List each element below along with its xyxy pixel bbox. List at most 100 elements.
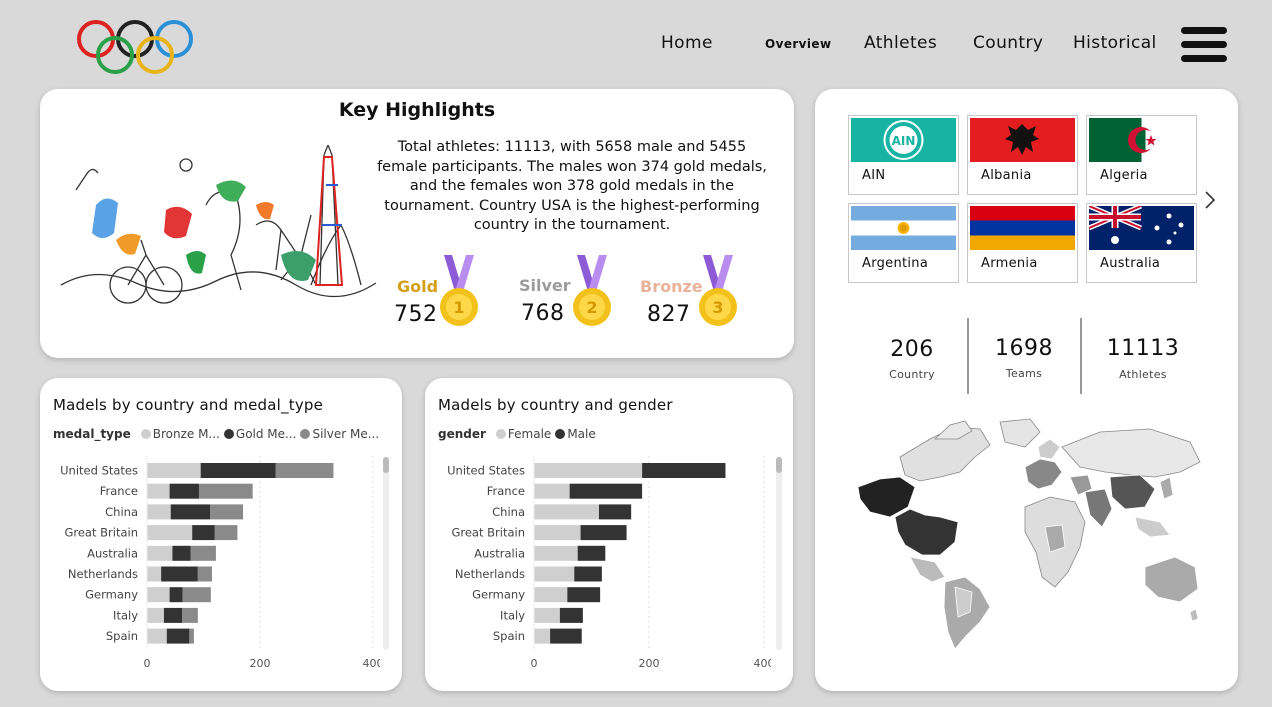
bar-segment[interactable] [534, 483, 570, 499]
bar-segment[interactable] [580, 525, 627, 541]
key-highlights-card: Key Highlights Total athletes: 11113, wi… [40, 89, 794, 358]
bronze-value: 827 [647, 302, 691, 327]
bar-segment[interactable] [147, 463, 201, 478]
bar-segment[interactable] [569, 483, 643, 499]
bar-segment[interactable] [147, 566, 162, 582]
bar-segment[interactable] [172, 545, 191, 561]
nav-historical[interactable]: Historical [1073, 33, 1157, 53]
country-overview-card: AIN AIN Albania Algeria [815, 89, 1238, 691]
bronze-label: Bronze [640, 277, 703, 296]
chart-scrollbar[interactable] [383, 457, 389, 650]
hamburger-menu-icon[interactable] [1181, 27, 1227, 63]
albania-flag-icon [1005, 124, 1039, 155]
teams-count-label: Teams [1005, 367, 1043, 380]
bar-segment[interactable] [574, 566, 602, 582]
legend-gold: Gold Me... [235, 427, 297, 441]
bar-segment[interactable] [190, 545, 216, 561]
x-tick-label: 0 [531, 657, 538, 670]
bar-segment[interactable] [567, 587, 601, 603]
bar-segment[interactable] [147, 504, 171, 520]
bar-segment[interactable] [147, 628, 167, 644]
bar-segment[interactable] [182, 587, 211, 603]
legend-swatch-male [555, 429, 566, 439]
bar-segment[interactable] [214, 525, 238, 541]
flag-card-australia[interactable]: Australia [1086, 203, 1197, 283]
category-label: United States [447, 464, 525, 478]
flag-name: Argentina [862, 256, 929, 271]
bar-segment[interactable] [577, 545, 606, 561]
bar-segment[interactable] [192, 525, 215, 541]
medal-type-bar-chart[interactable]: 0 200 400 United States France China Great Bri… [40, 456, 380, 678]
category-label: Netherlands [68, 567, 138, 581]
bar-segment[interactable] [169, 587, 183, 603]
world-map[interactable] [840, 417, 1210, 653]
bar-segment[interactable] [559, 607, 583, 623]
country-count: 206 [890, 337, 934, 362]
bar-segment[interactable] [163, 607, 183, 623]
chevron-right-icon[interactable] [1203, 189, 1217, 211]
flag-card-armenia[interactable]: Armenia [967, 203, 1078, 283]
flag-card-albania[interactable]: Albania [967, 115, 1078, 195]
flag-card-ain[interactable]: AIN AIN [848, 115, 959, 195]
flag-name: AIN [862, 168, 886, 183]
nav-home[interactable]: Home [661, 33, 713, 53]
bar-segment[interactable] [147, 607, 164, 623]
silver-value: 768 [521, 301, 565, 326]
category-label: Great Britain [64, 526, 138, 540]
bar-segment[interactable] [182, 607, 198, 623]
bar-segment[interactable] [534, 628, 551, 644]
bar-segment[interactable] [147, 587, 170, 603]
bar-segment[interactable] [534, 607, 560, 623]
bar-segment[interactable] [166, 628, 190, 644]
bar-segment[interactable] [147, 545, 173, 561]
bar-segment[interactable] [147, 483, 170, 499]
flag-name: Albania [981, 168, 1032, 183]
bar-segment[interactable] [189, 628, 194, 644]
bar-segment[interactable] [210, 504, 244, 520]
teams-count: 1698 [995, 336, 1053, 361]
gender-bar-chart[interactable]: 0 200 400 United States France China Great Bri… [425, 456, 771, 678]
nav-athletes[interactable]: Athletes [864, 33, 938, 53]
scrollbar-thumb [776, 457, 782, 473]
bar-segment[interactable] [534, 587, 568, 603]
stat-divider [967, 318, 969, 394]
bar-segment[interactable] [534, 566, 575, 582]
category-label: Italy [500, 608, 525, 622]
bronze-medal-icon: 3 [699, 255, 737, 326]
legend-swatch-bronze [140, 429, 151, 439]
legend-female: Female [507, 427, 552, 441]
bar-segment[interactable] [550, 628, 582, 644]
medal-number-3: 3 [712, 298, 723, 317]
flag-name: Armenia [981, 256, 1038, 271]
category-label: Australia [474, 546, 525, 560]
nav-overview[interactable]: Overview [765, 37, 832, 51]
nav-country[interactable]: Country [973, 33, 1044, 53]
bar-segment[interactable] [169, 483, 199, 499]
bar-segment[interactable] [534, 504, 599, 520]
chart-scrollbar[interactable] [776, 457, 782, 650]
bar-segment[interactable] [534, 525, 581, 541]
bar-segment[interactable] [534, 463, 643, 478]
bar-segment[interactable] [147, 525, 193, 541]
australia-flag-icon [1089, 206, 1184, 245]
bar-segment[interactable] [200, 463, 276, 478]
flag-card-argentina[interactable]: Argentina [848, 203, 959, 283]
bar-segment[interactable] [642, 463, 726, 478]
category-label: United States [60, 464, 138, 478]
flag-card-algeria[interactable]: Algeria [1086, 115, 1197, 195]
bar-segment[interactable] [198, 483, 253, 499]
bar-segment[interactable] [598, 504, 632, 520]
bar-segment[interactable] [534, 545, 578, 561]
bar-segment[interactable] [161, 566, 198, 582]
chart-legend: medal_type Bronze M... Gold Me... Silver Me… [53, 427, 379, 441]
key-highlights-title: Key Highlights [338, 99, 496, 121]
ain-badge-text: AIN [892, 134, 916, 148]
bar-segment[interactable] [197, 566, 212, 582]
bar-segment[interactable] [170, 504, 211, 520]
legend-swatch-silver [300, 429, 311, 439]
category-label: China [492, 505, 525, 519]
chart-title: Madels by country and medal_type [53, 396, 324, 414]
bar-segment[interactable] [275, 463, 334, 478]
category-label: Australia [87, 546, 138, 560]
medal-number-2: 2 [586, 298, 597, 317]
